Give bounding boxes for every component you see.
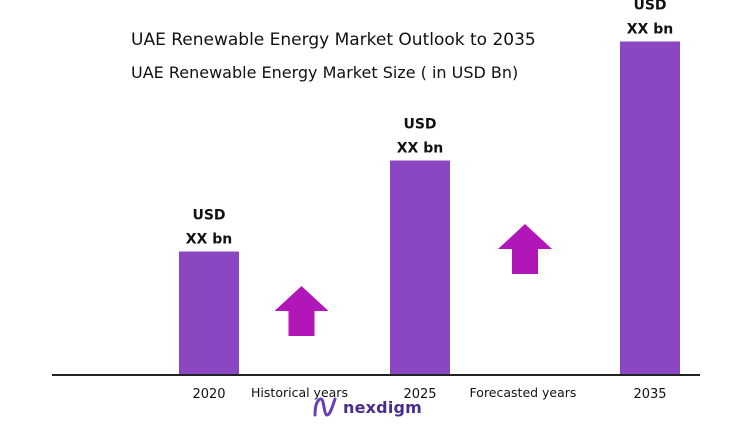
brand-name: nexdigm [343,397,423,417]
x-tick-label-2025: 2025 [403,387,436,402]
x-tick-label-2020: 2020 [192,387,225,402]
x-tick-label-2035: 2035 [633,387,666,402]
nexdigm-logo-icon [313,397,337,417]
data-label-2020-currency: USD [192,208,225,224]
nexdigm-logo: nexdigm [312,396,422,418]
data-label-2020-value: XX bn [186,232,232,248]
data-label-2035-currency: USD [633,0,666,14]
data-label-2035-value: XX bn [627,22,673,38]
bar-2025 [390,160,450,374]
up-arrow-icon [498,224,552,274]
chart-subtitle: UAE Renewable Energy Market Size ( in US… [131,63,519,82]
annotation-forecasted: Forecasted years [470,385,577,400]
up-arrow-icon [274,286,329,336]
data-label-2025-value: XX bn [397,141,443,157]
bar-2035 [620,41,680,374]
chart-title: UAE Renewable Energy Market Outlook to 2… [131,30,536,50]
data-label-2025-currency: USD [403,117,436,133]
annotation-historical: Historical years [251,385,348,400]
bar-2020 [179,251,239,374]
